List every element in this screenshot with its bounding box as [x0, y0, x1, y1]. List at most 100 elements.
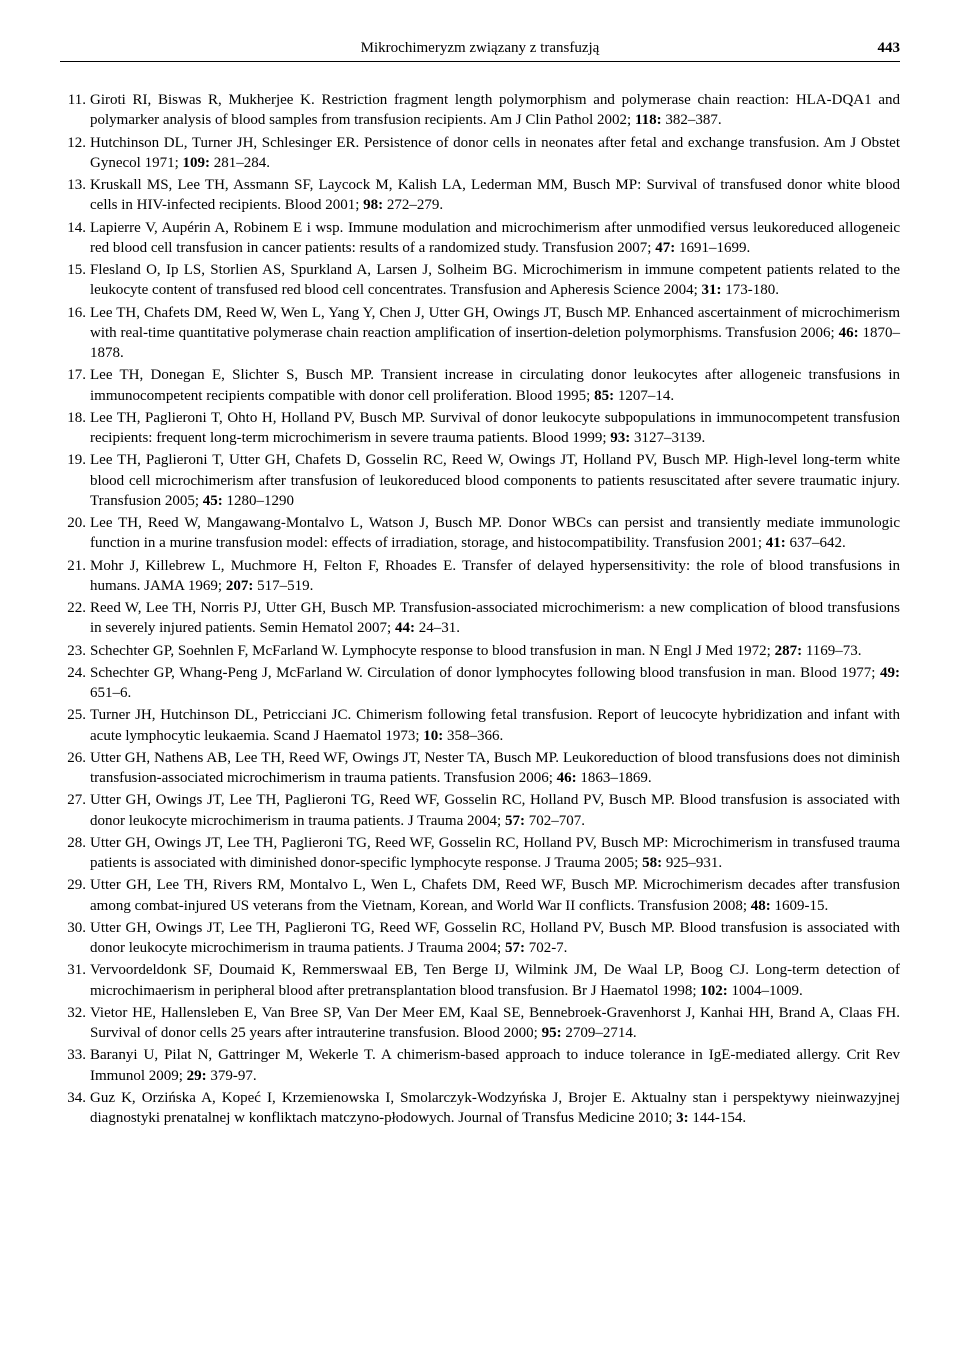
reference-journal: Blood 2001;	[285, 197, 360, 213]
reference-journal: Transfusion 2008;	[638, 898, 747, 914]
reference-volume: 118:	[635, 112, 662, 128]
reference-pages: 281–284.	[214, 155, 270, 171]
reference-pages: 702–707.	[529, 813, 585, 829]
reference-volume: 31:	[702, 282, 722, 298]
reference-authors: Lee TH, Paglieroni T, Ohto H, Holland PV…	[90, 410, 425, 426]
reference-item: Utter GH, Nathens AB, Lee TH, Reed WF, O…	[60, 748, 900, 789]
reference-volume: 46:	[557, 770, 577, 786]
reference-pages: 3127–3139.	[634, 430, 705, 446]
reference-authors: Baranyi U, Pilat N, Gattringer M, Wekerl…	[90, 1047, 376, 1063]
reference-authors: Giroti RI, Biswas R, Mukherjee K.	[90, 92, 315, 108]
reference-pages: 144-154.	[692, 1110, 746, 1126]
reference-volume: 3:	[676, 1110, 689, 1126]
reference-volume: 207:	[226, 578, 254, 594]
reference-pages: 379-97.	[210, 1068, 256, 1084]
reference-journal: Scand J Haematol 1973;	[273, 728, 419, 744]
reference-pages: 1280–1290	[227, 493, 295, 509]
reference-volume: 10:	[423, 728, 443, 744]
reference-pages: 272–279.	[387, 197, 443, 213]
reference-pages: 1609-15.	[774, 898, 828, 914]
reference-pages: 1169–73.	[806, 643, 862, 659]
reference-pages: 925–931.	[666, 855, 722, 871]
reference-item: Guz K, Orzińska A, Kopeć I, Krzemienowsk…	[60, 1088, 900, 1129]
reference-item: Kruskall MS, Lee TH, Assmann SF, Laycock…	[60, 175, 900, 216]
reference-journal: J Trauma 2004;	[408, 813, 501, 829]
reference-title: Lymphocyte response to blood transfusion…	[342, 643, 646, 659]
reference-volume: 109:	[182, 155, 210, 171]
reference-volume: 47:	[655, 240, 675, 256]
reference-volume: 57:	[505, 940, 525, 956]
reference-title: Persistence of donor cells in neonates a…	[364, 135, 820, 151]
reference-authors: Reed W, Lee TH, Norris PJ, Utter GH, Bus…	[90, 600, 396, 616]
reference-journal: Blood 1977;	[800, 665, 875, 681]
reference-pages: 24–31.	[419, 620, 460, 636]
reference-journal: Journal of Transfus Medicine 2010;	[458, 1110, 672, 1126]
reference-volume: 46:	[839, 325, 859, 341]
reference-title: A chimerism-based approach to induce tol…	[381, 1047, 841, 1063]
reference-journal: Blood 2000;	[463, 1025, 538, 1041]
reference-pages: 637–642.	[789, 535, 845, 551]
reference-journal: Transfusion 2006;	[726, 325, 835, 341]
reference-item: Turner JH, Hutchinson DL, Petricciani JC…	[60, 705, 900, 746]
reference-item: Lee TH, Paglieroni T, Utter GH, Chafets …	[60, 450, 900, 511]
reference-pages: 1863–1869.	[580, 770, 651, 786]
reference-authors: Schechter GP, Soehnlen F, McFarland W.	[90, 643, 338, 659]
reference-item: Vervoordeldonk SF, Doumaid K, Remmerswaa…	[60, 960, 900, 1001]
page-container: Mikrochimeryzm związany z transfuzją 443…	[0, 0, 960, 1180]
reference-journal: Blood 1999;	[532, 430, 607, 446]
reference-authors: Lee TH, Donegan E, Slichter S, Busch MP.	[90, 367, 374, 383]
reference-journal: Transfusion 2006;	[444, 770, 553, 786]
reference-authors: Lee TH, Reed W, Mangawang-Montalvo L, Wa…	[90, 515, 502, 531]
reference-volume: 49:	[880, 665, 900, 681]
reference-journal: Transfusion 2001;	[653, 535, 762, 551]
reference-item: Lee TH, Donegan E, Slichter S, Busch MP.…	[60, 365, 900, 406]
reference-pages: 382–387.	[665, 112, 721, 128]
reference-item: Lee TH, Reed W, Mangawang-Montalvo L, Wa…	[60, 513, 900, 554]
reference-journal: N Engl J Med 1972;	[649, 643, 771, 659]
reference-journal: JAMA 1969;	[144, 578, 222, 594]
reference-item: Lee TH, Chafets DM, Reed W, Wen L, Yang …	[60, 303, 900, 364]
reference-volume: 41:	[766, 535, 786, 551]
reference-authors: Utter GH, Owings JT, Lee TH, Paglieroni …	[90, 920, 675, 936]
reference-pages: 1691–1699.	[679, 240, 750, 256]
reference-journal: Br J Haematol 1998;	[572, 983, 697, 999]
reference-item: Flesland O, Ip LS, Storlien AS, Spurklan…	[60, 260, 900, 301]
reference-authors: Turner JH, Hutchinson DL, Petricciani JC…	[90, 707, 351, 723]
reference-volume: 45:	[203, 493, 223, 509]
reference-pages: 173-180.	[725, 282, 779, 298]
reference-list: Giroti RI, Biswas R, Mukherjee K. Restri…	[60, 90, 900, 1128]
reference-item: Schechter GP, Whang-Peng J, McFarland W.…	[60, 663, 900, 704]
page-header: Mikrochimeryzm związany z transfuzją 443	[60, 40, 900, 62]
page-number: 443	[860, 40, 900, 57]
reference-item: Utter GH, Lee TH, Rivers RM, Montalvo L,…	[60, 875, 900, 916]
reference-title: Survival of donor cells 25 years after i…	[90, 1025, 459, 1041]
reference-authors: Utter GH, Lee TH, Rivers RM, Montalvo L,…	[90, 877, 638, 893]
reference-volume: 98:	[363, 197, 383, 213]
reference-item: Vietor HE, Hallensleben E, Van Bree SP, …	[60, 1003, 900, 1044]
reference-pages: 1004–1009.	[732, 983, 803, 999]
reference-item: Utter GH, Owings JT, Lee TH, Paglieroni …	[60, 918, 900, 959]
reference-authors: Vietor HE, Hallensleben E, Van Bree SP, …	[90, 1005, 900, 1021]
reference-authors: Lapierre V, Aupérin A, Robinem E i wsp.	[90, 220, 343, 236]
reference-item: Baranyi U, Pilat N, Gattringer M, Wekerl…	[60, 1045, 900, 1086]
running-title: Mikrochimeryzm związany z transfuzją	[100, 40, 860, 57]
reference-journal: J Trauma 2005;	[545, 855, 638, 871]
reference-item: Giroti RI, Biswas R, Mukherjee K. Restri…	[60, 90, 900, 131]
reference-item: Reed W, Lee TH, Norris PJ, Utter GH, Bus…	[60, 598, 900, 639]
reference-journal: Semin Hematol 2007;	[260, 620, 392, 636]
reference-volume: 58:	[642, 855, 662, 871]
reference-volume: 85:	[594, 388, 614, 404]
reference-authors: Mohr J, Killebrew L, Muchmore H, Felton …	[90, 558, 456, 574]
reference-authors: Hutchinson DL, Turner JH, Schlesinger ER…	[90, 135, 359, 151]
reference-item: Mohr J, Killebrew L, Muchmore H, Felton …	[60, 556, 900, 597]
reference-item: Utter GH, Owings JT, Lee TH, Paglieroni …	[60, 790, 900, 831]
reference-authors: Kruskall MS, Lee TH, Assmann SF, Laycock…	[90, 177, 641, 193]
reference-authors: Schechter GP, Whang-Peng J, McFarland W.	[90, 665, 363, 681]
reference-volume: 287:	[775, 643, 803, 659]
reference-pages: 358–366.	[447, 728, 503, 744]
reference-volume: 102:	[700, 983, 728, 999]
reference-volume: 93:	[610, 430, 630, 446]
reference-pages: 651–6.	[90, 685, 131, 701]
reference-journal: J Trauma 2004;	[408, 940, 501, 956]
reference-authors: Utter GH, Owings JT, Lee TH, Paglieroni …	[90, 835, 668, 851]
